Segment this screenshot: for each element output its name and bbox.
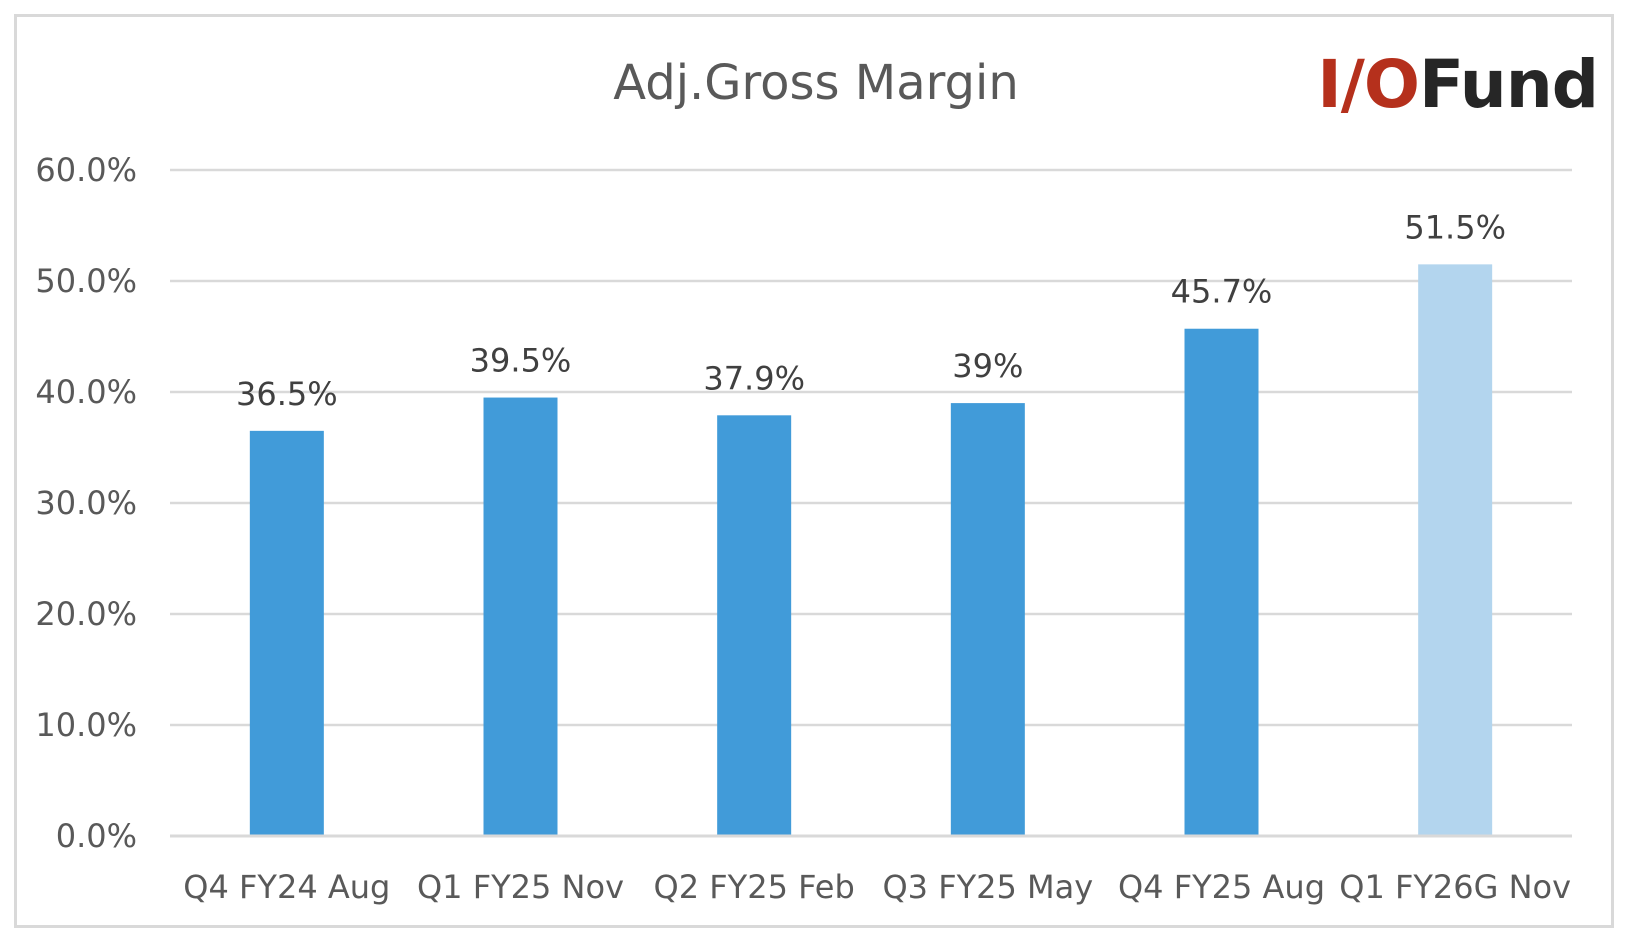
bar (717, 415, 792, 835)
bar (1184, 328, 1259, 835)
bar (1418, 264, 1493, 835)
y-tick-label: 50.0% (35, 262, 137, 300)
bar (249, 430, 324, 835)
data-label: 37.9% (703, 359, 805, 397)
y-axis: 0.0% 10.0% 20.0% 30.0% 40.0% 50.0% 60.0% (35, 151, 137, 855)
gridlines (170, 168, 1572, 838)
y-tick-label: 0.0% (56, 817, 137, 855)
brand-logo: I/OFund (1317, 46, 1598, 123)
chart-title: Adj.Gross Margin (613, 55, 1019, 111)
x-tick-label: Q1 FY26G Nov (1339, 868, 1571, 906)
data-labels: 36.5% 39.5% 37.9% 39% 45.7% 51.5% (236, 208, 1506, 413)
x-tick-label: Q4 FY25 Aug (1118, 868, 1325, 906)
y-tick-label: 30.0% (35, 484, 137, 522)
bar (950, 403, 1025, 835)
bar-series (249, 264, 1493, 835)
x-tick-label: Q2 FY25 Feb (654, 868, 855, 906)
brand-logo-suffix: Fund (1419, 46, 1598, 123)
data-label: 45.7% (1171, 273, 1273, 311)
data-label: 39.5% (470, 342, 572, 380)
brand-logo-prefix: I/O (1317, 46, 1419, 123)
x-axis: Q4 FY24 Aug Q1 FY25 Nov Q2 FY25 Feb Q3 FY25… (183, 868, 1571, 906)
data-label: 51.5% (1404, 208, 1506, 246)
data-label: 36.5% (236, 375, 338, 413)
y-tick-label: 10.0% (35, 706, 137, 744)
y-tick-label: 60.0% (35, 151, 137, 189)
y-tick-label: 40.0% (35, 373, 137, 411)
x-tick-label: Q3 FY25 May (882, 868, 1093, 906)
bar (483, 397, 558, 835)
x-tick-label: Q4 FY24 Aug (183, 868, 390, 906)
y-tick-label: 20.0% (35, 595, 137, 633)
data-label: 39% (952, 347, 1023, 385)
x-tick-label: Q1 FY25 Nov (417, 868, 624, 906)
